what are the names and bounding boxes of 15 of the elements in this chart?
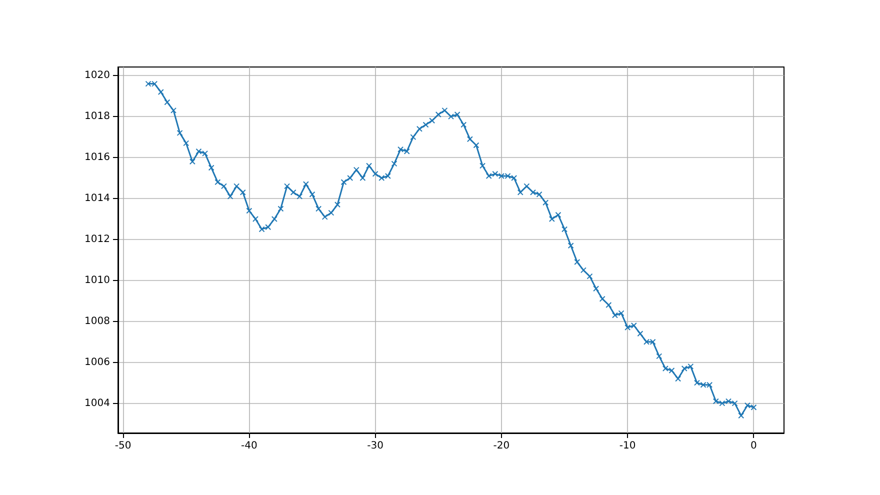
y-tick-label: 1010: [84, 274, 110, 286]
y-tick-label: 1018: [84, 111, 110, 122]
x-tick-label: -10: [619, 440, 636, 452]
x-tick-label: -30: [367, 440, 384, 452]
y-tick-label: 1012: [84, 234, 110, 245]
x-tick-label: -20: [493, 440, 510, 452]
y-tick-label: 1016: [84, 152, 110, 164]
y-tick-label: 1014: [84, 192, 110, 204]
x-tick-label: -50: [114, 440, 132, 452]
x-tick-label: -40: [241, 440, 258, 452]
y-tick-label: 1004: [84, 398, 110, 409]
y-tick-label: 1008: [84, 316, 110, 327]
y-tick-label: 1020: [84, 70, 110, 82]
y-tick-label: 1006: [84, 356, 110, 368]
x-tick-label: 0: [750, 440, 757, 452]
